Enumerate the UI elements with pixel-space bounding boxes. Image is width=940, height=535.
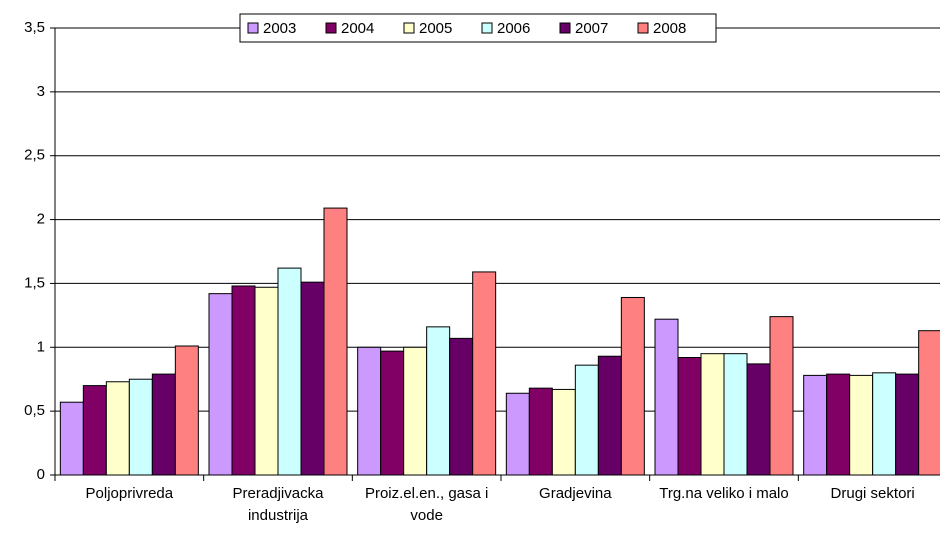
legend-label: 2003 bbox=[263, 20, 296, 37]
y-tick-label: 0 bbox=[37, 466, 45, 483]
legend-label: 2006 bbox=[497, 20, 530, 37]
bar bbox=[620, 296, 645, 476]
x-tick-label: Proiz.el.en., gasa i vode bbox=[364, 485, 489, 524]
y-tick-label: 2 bbox=[37, 211, 45, 228]
x-tick-label: Drugi sektori bbox=[830, 485, 915, 502]
legend-swatch bbox=[247, 22, 259, 34]
bar bbox=[505, 392, 530, 476]
bar bbox=[803, 374, 828, 476]
x-tick-label: Trg.na veliko i malo bbox=[659, 485, 789, 502]
bar bbox=[231, 285, 256, 476]
y-tick-label: 3 bbox=[37, 83, 45, 100]
legend-swatch bbox=[559, 22, 571, 34]
bar bbox=[300, 281, 325, 476]
bar bbox=[677, 357, 702, 476]
legend-swatch bbox=[403, 22, 415, 34]
bar bbox=[472, 271, 497, 476]
legend-label: 2005 bbox=[419, 20, 452, 37]
bar bbox=[528, 387, 553, 476]
bar bbox=[654, 318, 679, 476]
x-tick-label: Poljoprivreda bbox=[85, 485, 174, 502]
bar bbox=[323, 207, 348, 476]
bar bbox=[449, 337, 474, 476]
bar bbox=[426, 326, 451, 476]
y-tick-label: 0,5 bbox=[24, 402, 45, 419]
legend-box bbox=[239, 13, 717, 43]
bar bbox=[380, 350, 405, 476]
bar bbox=[895, 373, 920, 476]
bar bbox=[128, 378, 153, 476]
bar bbox=[105, 381, 130, 476]
bar bbox=[849, 374, 874, 476]
bar bbox=[769, 316, 794, 476]
legend-swatch bbox=[325, 22, 337, 34]
bar bbox=[723, 353, 748, 476]
bar bbox=[208, 293, 233, 476]
bar bbox=[59, 401, 84, 476]
x-tick-label: Gradjevina bbox=[539, 485, 612, 502]
legend-label: 2008 bbox=[653, 20, 686, 37]
bar bbox=[597, 355, 622, 476]
y-tick-label: 2,5 bbox=[24, 147, 45, 164]
bar bbox=[700, 353, 725, 476]
bar bbox=[254, 286, 279, 476]
bar bbox=[277, 267, 302, 476]
legend-label: 2004 bbox=[341, 20, 374, 37]
legend-swatch bbox=[637, 22, 649, 34]
bar bbox=[174, 345, 199, 476]
bar bbox=[918, 330, 940, 476]
bar bbox=[574, 364, 599, 476]
y-tick-label: 1 bbox=[37, 338, 45, 355]
bar bbox=[872, 372, 897, 476]
bar bbox=[551, 388, 576, 476]
x-tick-label: Preradjivacka industrija bbox=[232, 485, 324, 524]
legend-swatch bbox=[481, 22, 493, 34]
bar bbox=[403, 346, 428, 476]
bar bbox=[151, 373, 176, 476]
bar bbox=[357, 346, 382, 476]
y-tick-label: 3,5 bbox=[24, 19, 45, 36]
legend-label: 2007 bbox=[575, 20, 608, 37]
bar bbox=[746, 363, 771, 476]
bar bbox=[82, 385, 107, 476]
y-tick-label: 1,5 bbox=[24, 274, 45, 291]
bar bbox=[826, 373, 851, 476]
